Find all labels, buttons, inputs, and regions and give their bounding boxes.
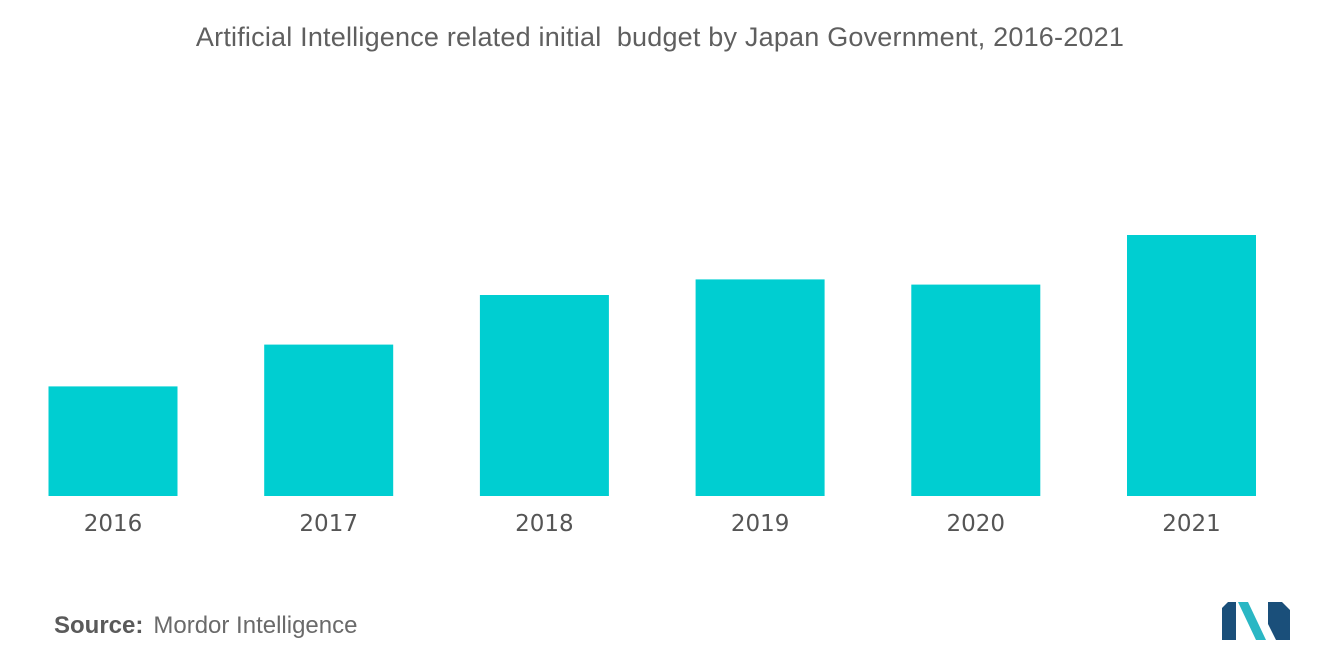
source-label: Source: (54, 612, 144, 639)
x-tick-label-2017: 2017 (299, 511, 358, 537)
bar-2017 (264, 344, 394, 496)
source-text: Mordor Intelligence (153, 612, 358, 639)
x-tick-label-2020: 2020 (947, 511, 1006, 537)
x-tick-label-2021: 2021 (1162, 511, 1221, 537)
bar-2020 (911, 284, 1041, 496)
chart-title: Artificial Intelligence related initial … (195, 22, 1125, 52)
bar-2016 (48, 386, 178, 496)
logo-left-stroke (1222, 602, 1236, 640)
source-attribution: Source: Mordor Intelligence (54, 612, 357, 640)
bar-2018 (479, 295, 609, 496)
x-tick-label-2019: 2019 (731, 511, 790, 537)
x-tick-labels: 2016 2017 2018 2019 2020 2021 (84, 511, 1221, 537)
x-tick-label-2016: 2016 (84, 511, 143, 537)
bars-group (48, 235, 1256, 496)
bar-2021 (1127, 235, 1256, 496)
logo-middle-stroke (1238, 602, 1266, 640)
logo-right-stroke (1268, 602, 1290, 640)
bar-2019 (695, 279, 825, 496)
bar-chart: 2016 2017 2018 2019 2020 2021 (48, 235, 1256, 537)
x-tick-label-2018: 2018 (515, 511, 574, 537)
mordor-intelligence-logo-icon (1222, 602, 1290, 640)
